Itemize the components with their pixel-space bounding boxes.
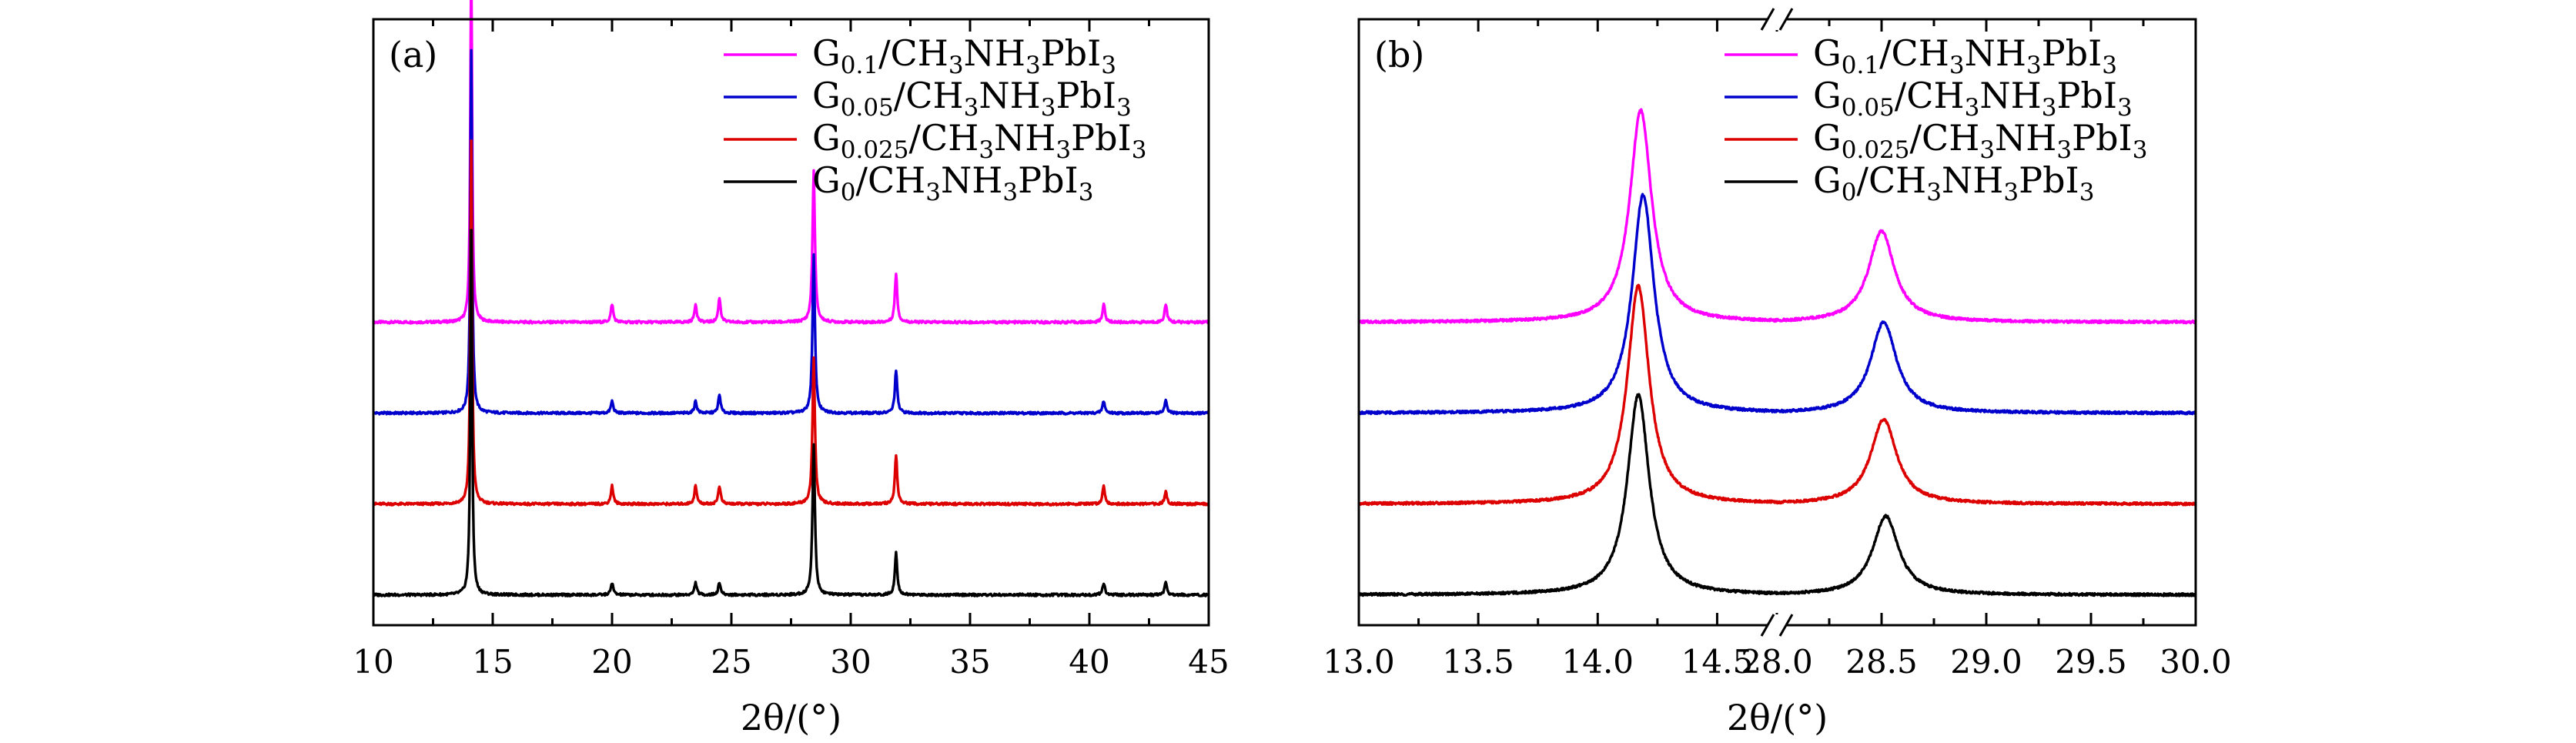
- x-tick-label-a: 10: [353, 643, 393, 681]
- axis-break-mark: [1760, 8, 1775, 31]
- panel-label-a: (a): [389, 34, 437, 75]
- legend-a: G0.1/CH3NH3PbI3G0.05/CH3NH3PbI3G0.025/CH…: [724, 32, 1146, 206]
- x-tick-label-b: 13.0: [1323, 643, 1395, 681]
- legend-label: G0/CH3NH3PbI3: [1813, 159, 2094, 206]
- x-tick-label-b: 14.0: [1562, 643, 1634, 681]
- panel-b: [1357, 108, 2197, 597]
- series-line-a-0: [372, 0, 1210, 325]
- legend-label: G0.1/CH3NH3PbI3: [1813, 32, 2117, 79]
- series-line-a-3: [373, 229, 1210, 597]
- series-line-a-2: [373, 139, 1210, 507]
- x-tick-label-b: 14.5: [1681, 643, 1754, 681]
- legend-label: G0/CH3NH3PbI3: [812, 159, 1093, 206]
- legend-label: G0.025/CH3NH3PbI3: [812, 117, 1146, 164]
- axis-break-mark: [1760, 614, 1775, 637]
- legend-label: G0.05/CH3NH3PbI3: [812, 75, 1132, 122]
- x-axis-title-b: 2θ/(°): [1727, 697, 1828, 738]
- axis-break-gap: [1768, 8, 1786, 30]
- x-tick-label-a: 45: [1188, 643, 1229, 681]
- x-tick-label-a: 35: [949, 643, 990, 681]
- legend-label: G0.05/CH3NH3PbI3: [1813, 75, 2133, 122]
- axis-break-mark: [1778, 8, 1794, 31]
- x-tick-label-b: 30.0: [2159, 643, 2232, 681]
- panel-label-b: (b): [1374, 34, 1424, 75]
- x-tick-label-a: 20: [591, 643, 632, 681]
- series-line-a-1: [372, 49, 1210, 416]
- axis-break-mark: [1778, 614, 1794, 637]
- x-tick-label-b: 13.5: [1442, 643, 1514, 681]
- legend-label: G0.1/CH3NH3PbI3: [812, 32, 1116, 79]
- axis-break-gap: [1768, 614, 1786, 636]
- panel-a: [372, 0, 1210, 597]
- x-axis-title-a: 2θ/(°): [741, 697, 841, 738]
- x-tick-label-b: 28.5: [1845, 643, 1918, 681]
- x-tick-label-a: 15: [472, 643, 513, 681]
- legend-b: G0.1/CH3NH3PbI3G0.05/CH3NH3PbI3G0.025/CH…: [1725, 32, 2147, 206]
- x-tick-label-b: 28.0: [1741, 643, 1813, 681]
- x-tick-label-b: 29.0: [1950, 643, 2022, 681]
- series-line-b-2: [1357, 283, 2197, 507]
- series-line-b-1: [1357, 192, 2197, 416]
- x-tick-label-b: 29.5: [2055, 643, 2127, 681]
- x-tick-label-a: 30: [830, 643, 871, 681]
- x-tick-label-a: 40: [1069, 643, 1109, 681]
- legend-label: G0.025/CH3NH3PbI3: [1813, 117, 2147, 164]
- series-line-b-0: [1357, 108, 2197, 325]
- series-line-b-3: [1357, 393, 2197, 597]
- x-tick-label-a: 25: [711, 643, 751, 681]
